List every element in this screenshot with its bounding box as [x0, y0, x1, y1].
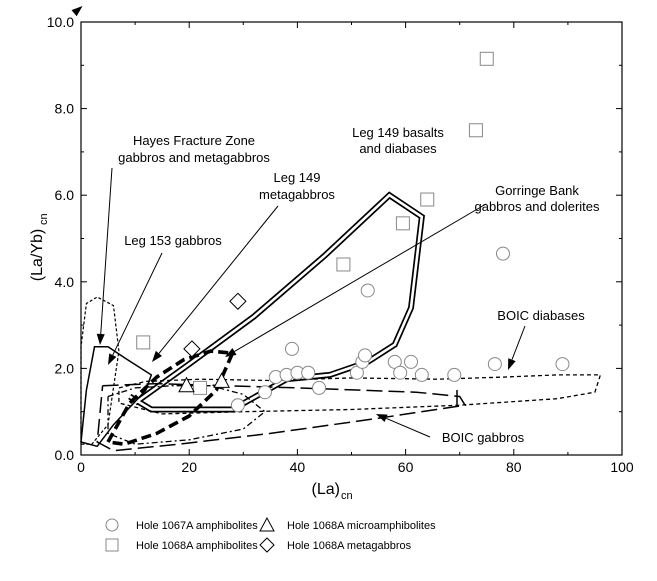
- annotation-arrow-head: [376, 414, 388, 422]
- annotation-arrow-head: [71, 6, 83, 17]
- label-gorringe-line1: Gorringe Bank: [495, 183, 579, 198]
- y-axis-label-subscript: cn: [38, 213, 50, 225]
- point-1068a-amphibolite: [136, 335, 151, 350]
- point-1068a-amphibolite: [395, 216, 410, 231]
- legend-label-1068a-amph: Hole 1068A amphibolites: [136, 540, 258, 552]
- field-boundary-1: [118, 374, 602, 415]
- annotation-arrows: [71, 6, 526, 438]
- field-boundary-6: [106, 349, 236, 447]
- x-tick-label: 60: [398, 459, 414, 475]
- label-hayes-line1: Hayes Fracture Zone: [133, 133, 255, 148]
- annotation-arrow-line: [385, 417, 431, 438]
- y-tick-label: 10.0: [47, 14, 74, 30]
- point-1067a-amphibolite: [257, 385, 272, 400]
- point-1068a-metagabbro: [183, 340, 201, 358]
- legend-label-1067a-amph: Hole 1067A amphibolites: [136, 520, 258, 532]
- y-tick-label: 0.0: [55, 447, 75, 463]
- x-tick-label: 40: [290, 459, 306, 475]
- point-1068a-microamphibolite: [213, 372, 230, 388]
- x-tick-label: 80: [506, 459, 522, 475]
- point-1068a-amphibolite: [336, 257, 351, 272]
- annotation-arrow-line: [112, 252, 163, 356]
- label-leg153: Leg 153 gabbros: [124, 233, 222, 248]
- y-tick-label: 4.0: [55, 274, 75, 290]
- label-leg149-meta-line2: metagabbros: [259, 187, 335, 202]
- label-hayes-line2: gabbros and metagabbros: [118, 150, 270, 165]
- annotation-arrow-line: [158, 205, 279, 354]
- annotation-arrow-head: [152, 350, 163, 362]
- point-1067a-amphibolite: [360, 283, 375, 298]
- legend: Hole 1067A amphibolites Hole 1068A amphi…: [105, 516, 436, 553]
- legend-square-marker: [105, 538, 119, 552]
- y-tick-label: 2.0: [55, 360, 75, 376]
- point-1067a-amphibolite: [414, 367, 429, 382]
- label-boic-gabbros: BOIC gabbros: [442, 430, 525, 445]
- point-1067a-amphibolite: [284, 341, 299, 356]
- point-1067a-amphibolite: [301, 365, 316, 380]
- data-points: [136, 51, 570, 413]
- y-tick-label: 6.0: [55, 187, 75, 203]
- legend-diamond-marker: [259, 537, 275, 553]
- legend-label-1068a-metagabbros: Hole 1068A metagabbros: [287, 540, 412, 552]
- legend-triangle-marker: [259, 516, 275, 532]
- label-leg149-basalts-line1: Leg 149 basalts: [352, 125, 444, 140]
- field-boundary-4: [80, 296, 120, 445]
- label-leg149-meta-line1: Leg 149: [274, 170, 321, 185]
- annotation-arrow-head: [108, 353, 117, 365]
- y-axis-label: (La/Yb): [29, 229, 46, 281]
- annotation-arrow-line: [234, 203, 487, 352]
- point-1067a-amphibolite: [495, 246, 510, 261]
- point-1067a-amphibolite: [393, 365, 408, 380]
- label-leg149-basalts-line2: and diabases: [359, 141, 437, 156]
- x-axis-label: (La): [312, 481, 340, 498]
- point-1068a-microamphibolite: [178, 376, 195, 393]
- tick-labels: 0 20 40 60 80 100 0.0 2.0 4.0 6.0 8.0 10.0: [47, 14, 634, 475]
- point-1067a-amphibolite: [447, 367, 462, 382]
- point-1068a-amphibolite: [468, 123, 483, 138]
- label-gorringe-line2: gabbros and dolerites: [474, 199, 600, 214]
- x-tick-label: 20: [181, 459, 197, 475]
- y-tick-label: 8.0: [55, 101, 75, 117]
- legend-circle-marker: [105, 518, 119, 532]
- label-boic-diabases: BOIC diabases: [497, 308, 585, 323]
- x-axis-label-subscript: cn: [341, 490, 353, 502]
- annotation-arrow-head: [96, 333, 105, 345]
- field-boundary-5: [107, 385, 266, 445]
- axis-ticks: [80, 21, 623, 456]
- annotation-arrow-head: [508, 358, 516, 370]
- point-1068a-metagabbro: [229, 292, 247, 310]
- annotation-arrow-head: [225, 347, 237, 357]
- annotation-arrow-line: [100, 167, 113, 335]
- point-1068a-amphibolite: [479, 51, 494, 66]
- point-1067a-amphibolite: [230, 398, 245, 413]
- point-1067a-amphibolite: [404, 354, 419, 369]
- field-boundary-3: [80, 346, 153, 448]
- point-1068a-amphibolite: [193, 380, 208, 395]
- point-1067a-amphibolite: [312, 380, 327, 395]
- x-tick-label: 100: [610, 459, 634, 475]
- legend-label-1068a-microamph: Hole 1068A microamphibolites: [287, 520, 436, 532]
- point-1068a-amphibolite: [420, 192, 435, 207]
- x-tick-label: 0: [77, 459, 85, 475]
- field-boundary-2: [96, 382, 467, 452]
- point-1067a-amphibolite: [487, 357, 502, 372]
- point-1067a-amphibolite: [358, 348, 373, 363]
- point-1067a-amphibolite: [555, 357, 570, 372]
- annotation-arrow-line: [511, 325, 526, 360]
